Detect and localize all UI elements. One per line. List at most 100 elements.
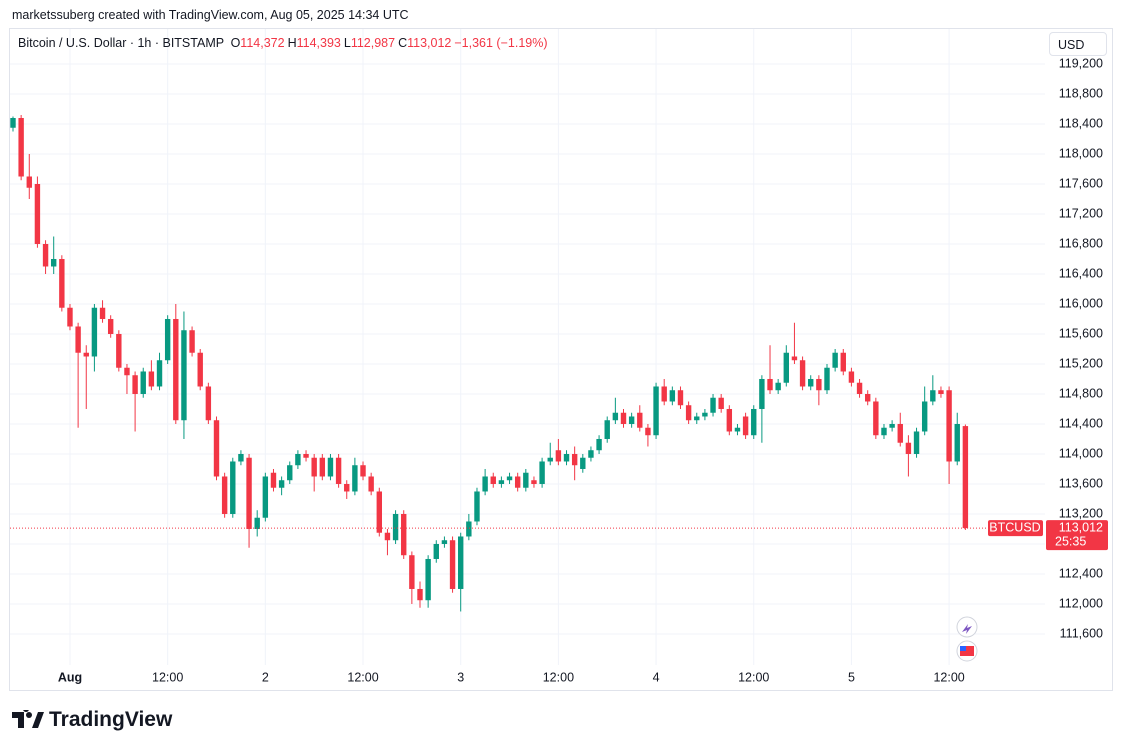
candle-body — [620, 412, 627, 424]
brand: TradingView — [12, 708, 172, 732]
y-tick-label: 114,400 — [1059, 416, 1103, 430]
candle-body — [523, 472, 529, 488]
candle-body — [401, 513, 407, 556]
candle-body — [653, 386, 659, 436]
candle-body — [905, 442, 912, 454]
candle-body — [91, 307, 98, 357]
legend-key: H — [287, 36, 297, 50]
candle-body — [140, 371, 146, 394]
candle-body — [514, 476, 521, 488]
candle-body — [18, 117, 24, 177]
y-tick-label: 116,400 — [1059, 266, 1103, 280]
candle-body — [213, 420, 220, 477]
candle-body — [612, 412, 619, 421]
candle-body — [34, 183, 41, 244]
candle-body — [506, 476, 513, 481]
candle-body — [230, 461, 236, 514]
currency-button[interactable]: USD — [1049, 32, 1107, 56]
x-tick-label: 12:00 — [933, 670, 964, 684]
candle-body — [685, 405, 692, 421]
candle-body — [588, 450, 594, 458]
candle-body — [832, 352, 838, 368]
candle-body — [433, 543, 439, 559]
candle-body — [710, 397, 716, 413]
candle-body — [539, 461, 545, 484]
chart-title: Bitcoin / U.S. Dollar · 1h · BITSTAMP — [18, 36, 225, 50]
x-tick-label: 4 — [653, 670, 660, 684]
y-tick-label: 116,800 — [1059, 236, 1103, 250]
candle-body — [669, 390, 676, 402]
candle-body — [856, 382, 863, 394]
candle-body — [865, 393, 871, 402]
candle-body — [311, 457, 317, 477]
candle-body — [327, 457, 334, 477]
candle-body — [677, 390, 684, 406]
candle-body — [767, 378, 773, 391]
candle-body — [563, 453, 570, 462]
candle-body — [156, 360, 163, 387]
y-tick-label: 113,200 — [1059, 506, 1103, 520]
candle-body — [816, 378, 822, 391]
y-tick-label: 117,600 — [1059, 176, 1103, 190]
candle-body — [360, 465, 366, 477]
candle-body — [148, 371, 155, 387]
candle-body — [42, 243, 49, 267]
y-tick-label: 118,800 — [1059, 86, 1103, 100]
candle-body — [751, 408, 757, 436]
price-tag-bg — [1046, 520, 1108, 551]
candle-body — [458, 536, 464, 589]
candle-body — [596, 438, 602, 451]
candle-body — [254, 517, 260, 529]
candle-body — [26, 176, 32, 188]
candle-body — [335, 457, 342, 484]
candle-body — [59, 258, 65, 308]
candle-body — [303, 453, 309, 458]
candle-body — [75, 326, 81, 353]
y-tick-label: 112,400 — [1059, 566, 1103, 580]
candle-body — [164, 318, 171, 361]
candle-body — [726, 408, 733, 432]
symbol-tag-bg — [988, 520, 1043, 537]
x-tick-label: 3 — [457, 670, 464, 684]
candle-body — [718, 397, 724, 409]
candle-body — [604, 420, 610, 439]
candle-body — [417, 588, 423, 601]
candle-body — [238, 453, 244, 462]
x-tick-label: 2 — [262, 670, 269, 684]
y-tick-label: 111,600 — [1060, 626, 1103, 640]
candle-body — [734, 427, 741, 432]
candle-body — [189, 330, 195, 353]
chart-frame — [9, 28, 1113, 691]
legend-value: 114,393 — [296, 36, 341, 50]
y-tick-label: 118,000 — [1059, 146, 1103, 160]
brand-name: TradingView — [49, 708, 173, 731]
candle-body — [376, 491, 382, 533]
candle-body — [791, 356, 798, 361]
y-tick-label: 112,000 — [1059, 596, 1103, 610]
candle-body — [889, 423, 895, 428]
symbol-tag: BTCUSD — [989, 520, 1040, 534]
candle-body — [490, 476, 496, 484]
x-tick-label: 12:00 — [347, 670, 378, 684]
brand-logo — [12, 710, 44, 728]
y-tick-label: 115,200 — [1059, 356, 1103, 370]
candle-body — [344, 483, 350, 492]
candle-body — [352, 465, 358, 492]
legend-value: 114,372 — [240, 36, 285, 50]
candle-body — [930, 390, 936, 402]
x-tick-label: 12:00 — [152, 670, 183, 684]
candle-body — [954, 423, 960, 462]
candle-body — [221, 476, 228, 514]
x-tick-label: 5 — [848, 670, 855, 684]
x-tick-label: 12:00 — [738, 670, 769, 684]
candle-body — [946, 390, 952, 462]
candle-body — [571, 453, 578, 466]
x-tick-label: 12:00 — [543, 670, 574, 684]
candle-body — [51, 258, 57, 267]
candle-body — [661, 386, 667, 402]
candle-body — [392, 513, 399, 541]
candle-body — [384, 532, 391, 541]
legend-key: L — [343, 36, 351, 50]
candle-body — [962, 426, 969, 529]
